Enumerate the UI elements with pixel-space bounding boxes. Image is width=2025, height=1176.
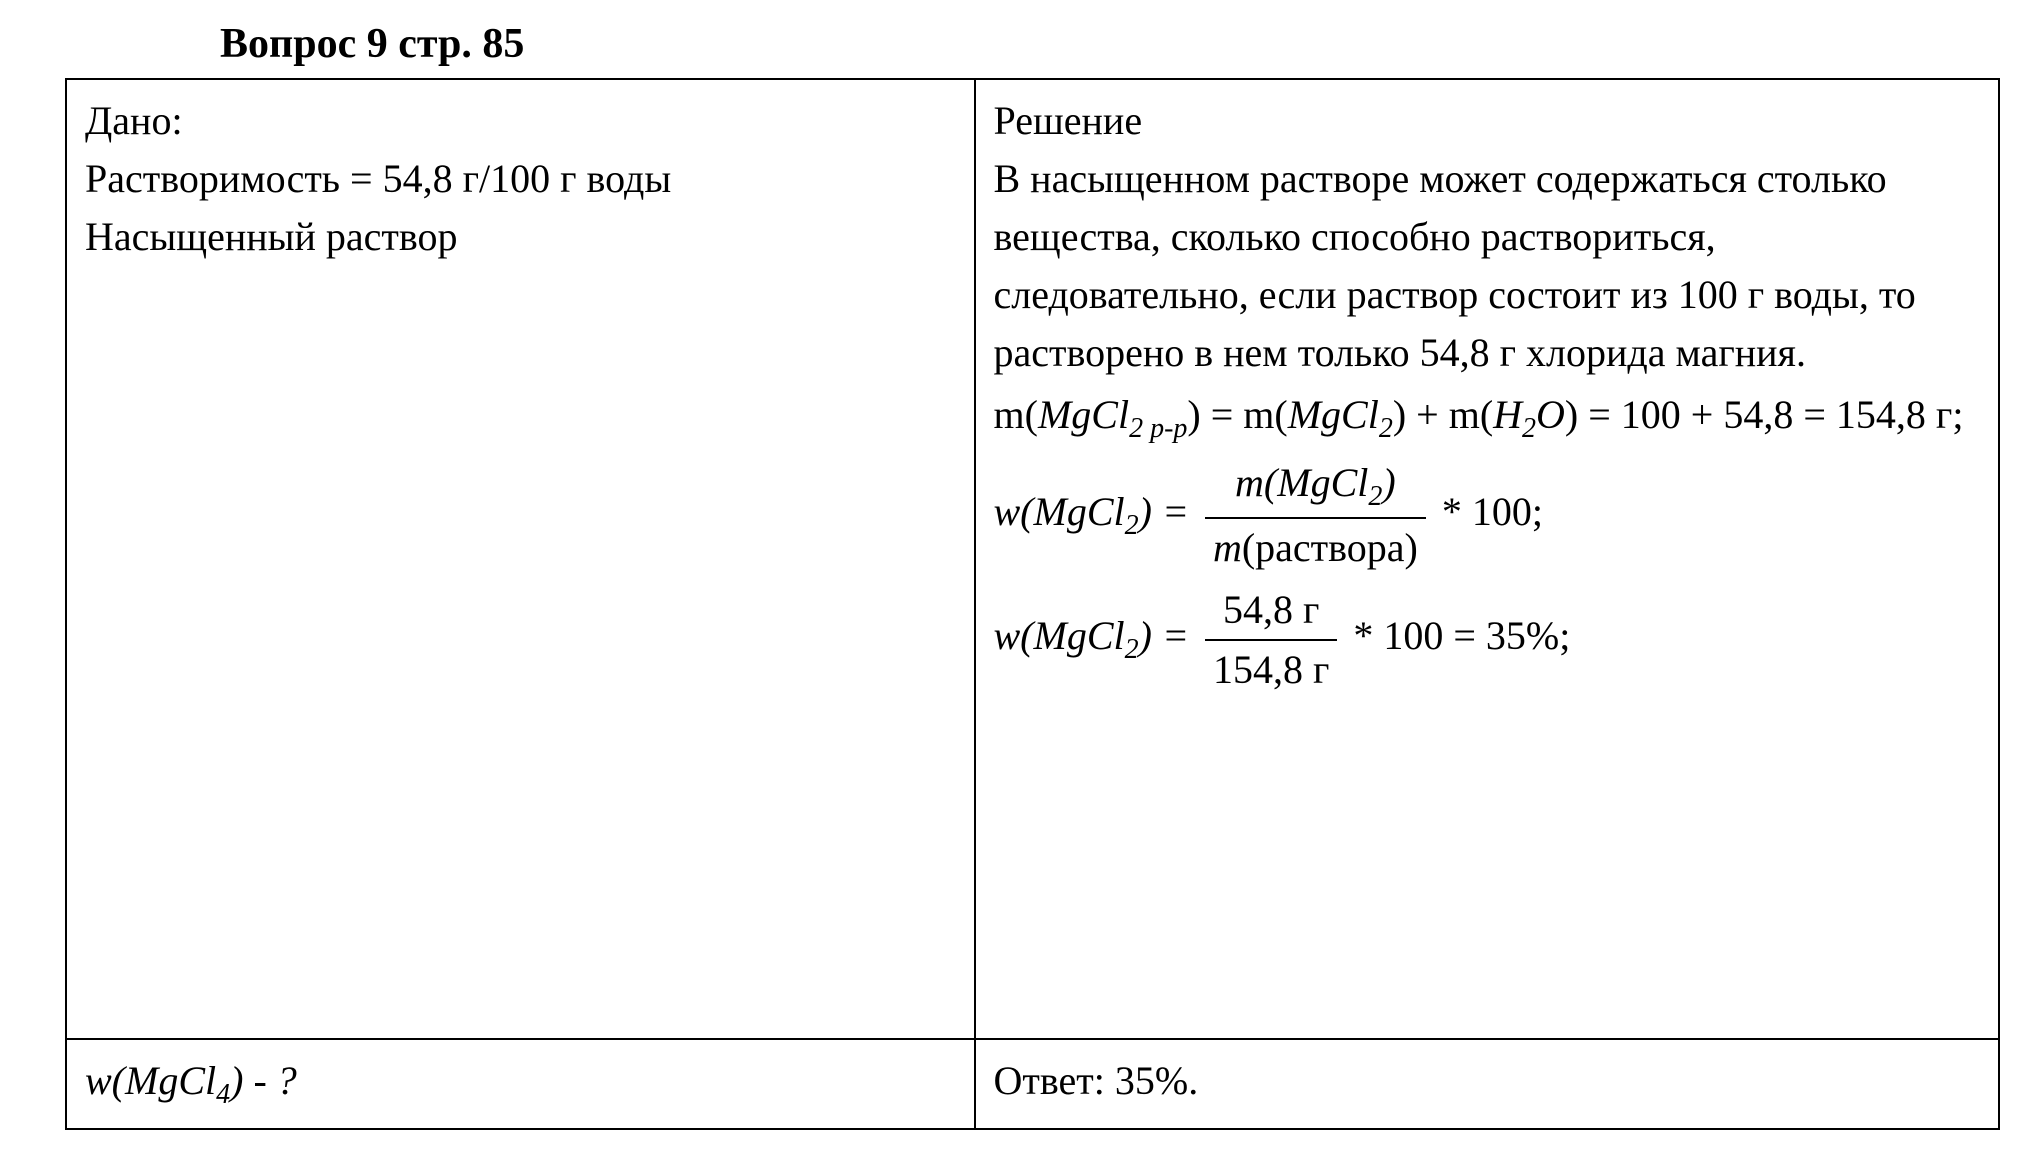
text: ) = 100 + 54,8 = 154,8 г;: [1565, 392, 1964, 437]
answer-value: 35%.: [1115, 1058, 1198, 1103]
subscript: 2: [1522, 413, 1536, 444]
numerator: m(MgCl2): [1205, 454, 1426, 520]
mass-equation: m(MgCl2 р-р) = m(MgCl2) + m(H2O) = 100 +…: [994, 386, 1981, 450]
symbol: H: [1493, 392, 1522, 437]
answer-label: Ответ:: [994, 1058, 1115, 1103]
fraction-equation-1: w(MgCl2) = m(MgCl2) m(раствора) * 100;: [994, 454, 1981, 578]
subscript: 4: [216, 1079, 230, 1110]
text: ) + m(: [1393, 392, 1493, 437]
fraction-equation-2: w(MgCl2) = 54,8 г 154,8 г * 100 = 35%;: [994, 581, 1981, 699]
answer-cell: Ответ: 35%.: [975, 1039, 2000, 1129]
symbol: O: [1536, 392, 1565, 437]
given-title: Дано:: [85, 92, 956, 150]
solution-table: Дано: Растворимость = 54,8 г/100 г воды …: [65, 78, 2000, 1130]
text: w(: [994, 489, 1034, 534]
find-cell: w(MgCl4) - ?: [66, 1039, 975, 1129]
text: w(: [85, 1058, 125, 1103]
fraction: m(MgCl2) m(раствора): [1205, 454, 1426, 578]
text: m(: [1235, 460, 1277, 505]
denominator: 154,8 г: [1205, 641, 1337, 699]
symbol: MgCl: [1034, 489, 1125, 534]
tail: * 100 = 35%;: [1353, 613, 1570, 658]
symbol: m: [1213, 525, 1242, 570]
subscript: 2: [1368, 481, 1382, 512]
symbol: MgCl: [1034, 613, 1125, 658]
symbol: MgCl: [1277, 460, 1368, 505]
text: w(: [994, 613, 1034, 658]
symbol: MgCl: [1288, 392, 1379, 437]
tail: * 100;: [1442, 489, 1543, 534]
lhs: w(MgCl2) =: [994, 613, 1199, 658]
solubility-value: 54,8 г/100 г воды: [383, 156, 672, 201]
symbol: MgCl: [125, 1058, 216, 1103]
solubility-label: Растворимость =: [85, 156, 383, 201]
subscript: 2 р-р: [1129, 413, 1187, 444]
symbol: MgCl: [1038, 392, 1129, 437]
formula: H2O: [1493, 392, 1565, 437]
numerator: 54,8 г: [1205, 581, 1337, 641]
subscript: 2: [1125, 510, 1139, 541]
text: ): [1382, 460, 1395, 505]
table-row: Дано: Растворимость = 54,8 г/100 г воды …: [66, 79, 1999, 1039]
text: ) = m(: [1187, 392, 1287, 437]
subscript: 2: [1379, 413, 1393, 444]
text: ) - ?: [230, 1058, 297, 1103]
subscript: 2: [1125, 634, 1139, 665]
text: ) =: [1139, 489, 1199, 534]
lhs: w(MgCl2) =: [994, 489, 1199, 534]
text: (раствора): [1242, 525, 1418, 570]
solution-text: В насыщенном растворе может содержаться …: [994, 150, 1981, 382]
solution-cell: Решение В насыщенном растворе может соде…: [975, 79, 2000, 1039]
text: m(: [994, 392, 1038, 437]
denominator: m(раствора): [1205, 519, 1426, 577]
text: ) =: [1139, 613, 1199, 658]
given-line: Растворимость = 54,8 г/100 г воды: [85, 150, 956, 208]
find-formula: w(MgCl4) - ?: [85, 1058, 297, 1103]
given-line: Насыщенный раствор: [85, 208, 956, 266]
formula: MgCl2 р-р: [1038, 392, 1187, 437]
solution-title: Решение: [994, 92, 1981, 150]
formula: MgCl2: [1288, 392, 1393, 437]
given-cell: Дано: Растворимость = 54,8 г/100 г воды …: [66, 79, 975, 1039]
question-header: Вопрос 9 стр. 85: [220, 20, 2005, 68]
fraction: 54,8 г 154,8 г: [1205, 581, 1337, 699]
table-row: w(MgCl4) - ? Ответ: 35%.: [66, 1039, 1999, 1129]
